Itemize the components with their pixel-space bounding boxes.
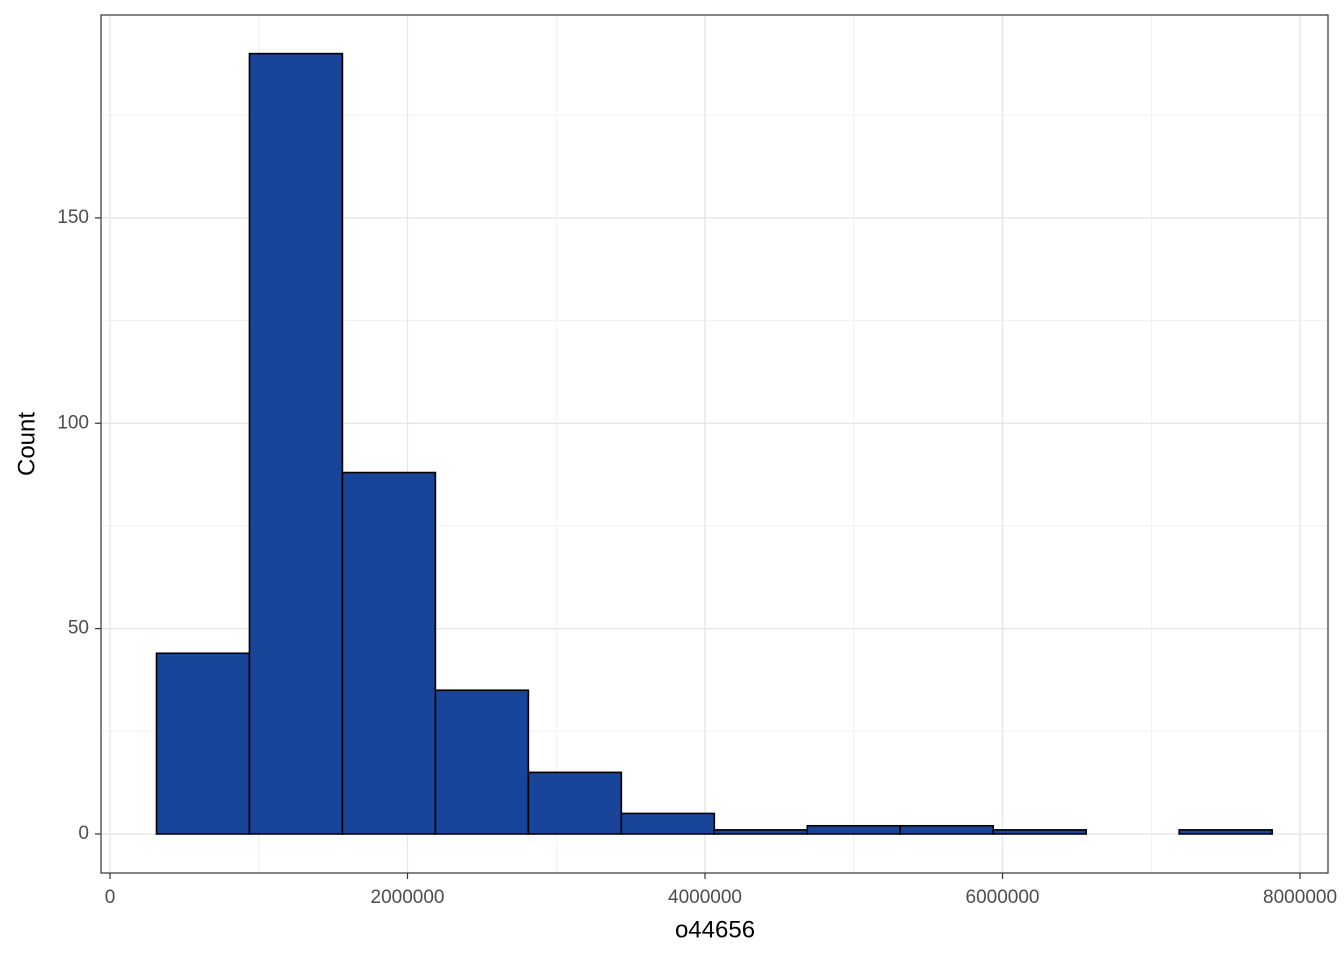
y-tick-label: 50: [68, 618, 89, 639]
axes: 0 2000000 4000000 6000000 8000000 0 50 100 150: [57, 207, 1337, 908]
bar: [341, 471, 437, 835]
y-axis-title: Count: [13, 412, 40, 476]
bar: [620, 812, 716, 835]
y-tick-label: 0: [78, 823, 89, 844]
bar: [434, 689, 530, 835]
bar: [713, 829, 809, 835]
bar: [527, 771, 623, 835]
bar: [992, 829, 1087, 835]
x-tick-label: 8000000: [1263, 887, 1337, 908]
bar: [899, 824, 995, 835]
x-tick-label: 6000000: [966, 887, 1040, 908]
y-tick-label: 150: [57, 207, 89, 228]
bar: [806, 824, 902, 835]
panel-border: [100, 14, 1329, 874]
bar: [1178, 829, 1273, 835]
x-axis-title: o44656: [675, 916, 755, 943]
x-tick-label: 0: [105, 887, 116, 908]
x-tick-label: 2000000: [371, 887, 445, 908]
y-tick-label: 100: [57, 412, 89, 433]
bar: [248, 52, 344, 835]
bars: [155, 52, 1273, 835]
bar: [155, 652, 251, 835]
x-tick-label: 4000000: [668, 887, 742, 908]
